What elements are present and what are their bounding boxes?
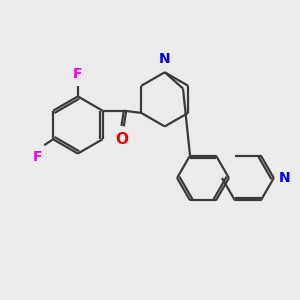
Text: O: O [115,133,128,148]
Text: F: F [32,150,42,164]
Text: N: N [279,171,291,185]
Text: N: N [159,52,170,66]
Text: F: F [73,67,83,81]
